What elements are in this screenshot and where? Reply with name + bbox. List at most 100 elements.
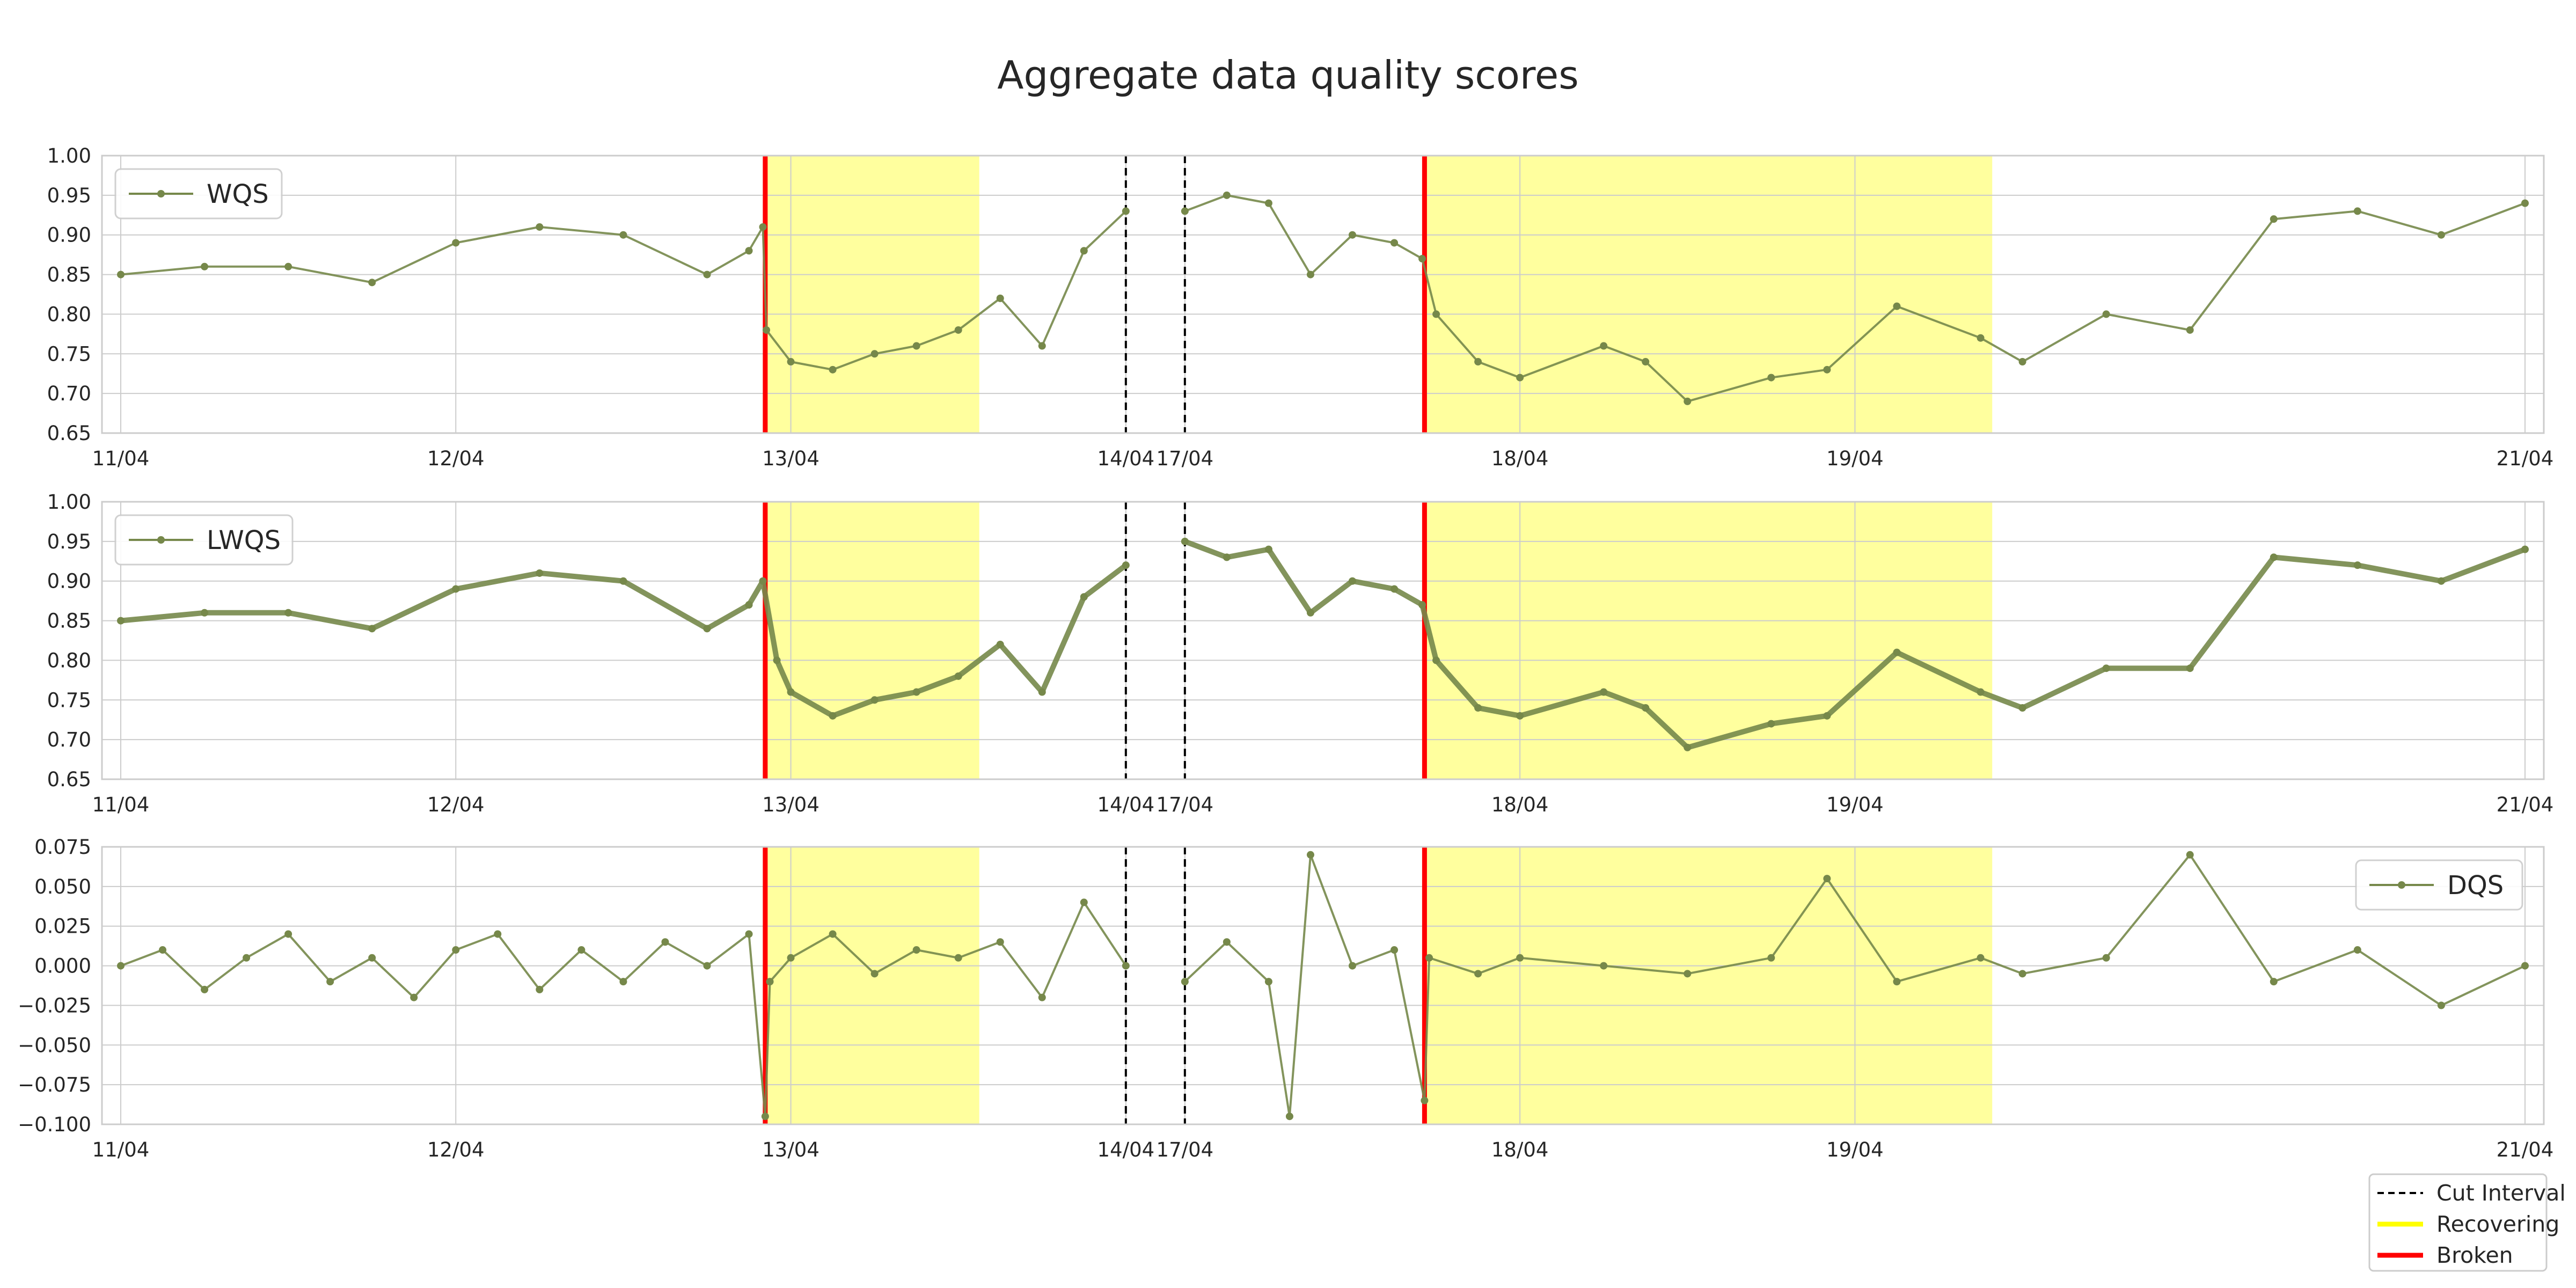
data-point [159, 946, 167, 954]
data-point [1432, 310, 1440, 318]
data-point [2018, 970, 2026, 978]
x-tick-label: 17/04 [1157, 1138, 1214, 1161]
y-tick-label: −0.100 [18, 1113, 91, 1136]
data-point [1474, 970, 1482, 978]
data-point [2353, 561, 2361, 569]
recovering-span-1 [766, 847, 979, 1124]
data-point [1474, 358, 1482, 366]
series-line-wqs [120, 210, 1127, 371]
data-point [284, 262, 292, 270]
x-tick-label: 18/04 [1491, 447, 1549, 470]
x-tick-label: 14/04 [1097, 447, 1155, 470]
x-tick-label: 18/04 [1491, 1138, 1549, 1161]
data-point [2186, 664, 2194, 672]
y-tick-label: 1.00 [47, 491, 91, 514]
x-tick-label: 11/04 [92, 447, 150, 470]
data-point [1306, 851, 1314, 859]
data-point [1823, 875, 1831, 883]
data-point [1893, 978, 1901, 986]
legend-lwqs: LWQS [114, 514, 294, 566]
y-tick-label: 0.80 [47, 649, 91, 672]
data-point [1181, 207, 1189, 215]
y-tick-label: −0.025 [18, 994, 91, 1017]
axes-frame [101, 501, 2545, 780]
data-point [996, 640, 1004, 648]
data-point [368, 625, 376, 633]
data-point [619, 978, 627, 986]
series-line-dqs [1184, 853, 2526, 1118]
recovering-span-1 [766, 156, 979, 433]
data-point [410, 993, 418, 1001]
data-point [1080, 593, 1088, 601]
data-point [870, 696, 879, 704]
data-point [759, 577, 767, 585]
data-point [201, 262, 209, 270]
data-point [1767, 374, 1775, 382]
x-tick-label: 13/04 [762, 447, 819, 470]
bottom-legend-label: Cut Interval [2436, 1180, 2566, 1206]
data-point [243, 954, 251, 962]
y-tick-label: 0.075 [34, 836, 91, 859]
data-point [2270, 978, 2278, 986]
legend-label: WQS [207, 179, 269, 209]
data-point [2270, 215, 2278, 223]
data-point [2102, 954, 2110, 962]
data-point [1425, 954, 1433, 962]
data-point [2521, 962, 2529, 970]
data-point [1122, 962, 1130, 970]
data-point [954, 954, 962, 962]
data-point [1038, 342, 1046, 350]
data-point [1349, 231, 1356, 239]
x-tick-label: 11/04 [92, 1138, 150, 1161]
data-point [703, 270, 711, 279]
panel-lwqs: 0.65 0.70 0.75 0.80 0.85 0.90 0.95 1.00 11/04 12/… [47, 491, 2554, 816]
data-point [763, 326, 771, 334]
data-point [1767, 720, 1775, 728]
data-point [1642, 358, 1650, 366]
data-point [1516, 954, 1524, 962]
data-point [761, 1113, 769, 1121]
data-point [2018, 704, 2026, 712]
data-point [117, 270, 125, 279]
x-tick-label: 19/04 [1826, 1138, 1884, 1161]
x-tick-label: 14/04 [1097, 793, 1155, 816]
axes-frame [101, 155, 2545, 434]
data-point [117, 962, 125, 970]
data-point [829, 365, 837, 374]
y-tick-label: 0.75 [47, 689, 91, 712]
x-tick-label: 17/04 [1157, 793, 1214, 816]
y-tick-label: 0.75 [47, 342, 91, 365]
data-point [2521, 545, 2529, 553]
data-point [1349, 577, 1356, 585]
data-point [1391, 946, 1399, 954]
panel-dqs: 0.075 0.050 0.025 0.000 −0.025 −0.050 −0.075 −0… [18, 836, 2553, 1161]
data-point [703, 625, 711, 633]
data-point [773, 656, 781, 664]
recovering-span-2 [1424, 156, 1993, 433]
data-point [577, 946, 586, 954]
x-tick-label: 17/04 [1157, 447, 1214, 470]
y-tick-label: 0.85 [47, 264, 91, 287]
data-point [1264, 199, 1272, 207]
data-point [2186, 326, 2194, 334]
x-tick-label: 21/04 [2497, 1138, 2554, 1161]
data-point [912, 946, 920, 954]
data-point [368, 279, 376, 287]
recovering-span-2 [1424, 847, 1993, 1124]
data-point [619, 577, 627, 585]
data-point [1684, 970, 1692, 978]
data-point [1122, 207, 1130, 215]
legend-dqs: DQS [2355, 859, 2523, 911]
legend-swatch-marker [157, 536, 165, 544]
y-tick-label: 0.80 [47, 303, 91, 326]
data-point [117, 617, 125, 625]
data-point [1306, 609, 1314, 617]
data-point [1391, 585, 1399, 593]
data-point [2353, 946, 2361, 954]
axes-frame [101, 846, 2545, 1125]
data-point [954, 672, 962, 680]
data-point [703, 962, 711, 970]
data-point [2437, 577, 2445, 585]
data-point [745, 247, 753, 255]
